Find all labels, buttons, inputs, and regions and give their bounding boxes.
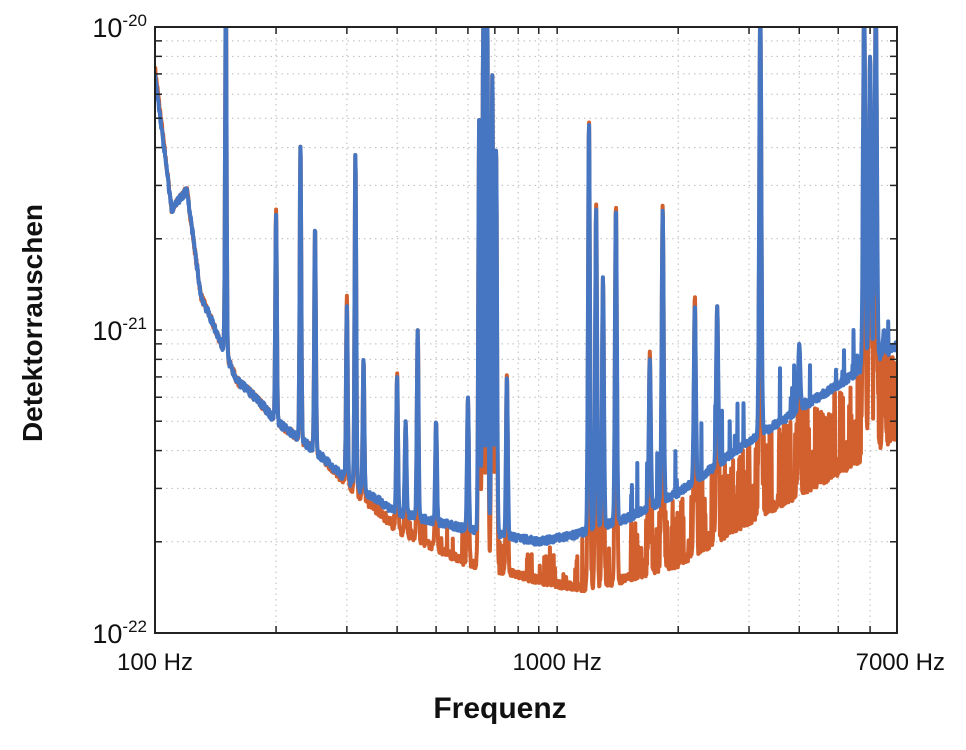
y-tick-label: 10-21	[92, 314, 147, 346]
y-tick-exponent: -21	[122, 314, 147, 333]
series-layer	[155, 27, 897, 594]
y-tick-exponent: -22	[122, 617, 147, 636]
y-tick-base: 10	[92, 316, 122, 346]
y-tick-base: 10	[92, 13, 122, 43]
y-tick-label: 10-22	[92, 617, 147, 649]
y-tick-base: 10	[92, 619, 122, 649]
ticks	[155, 27, 898, 633]
y-tick-label: 10-20	[92, 11, 147, 43]
y-tick-exponent: -20	[122, 11, 147, 30]
x-tick-label: 7000 Hz	[856, 649, 945, 676]
series-line-blue	[155, 27, 897, 547]
series-line-orange	[155, 27, 897, 594]
x-tick-label: 100 Hz	[117, 649, 193, 676]
x-tick-label: 1000 Hz	[512, 649, 601, 676]
x-tick-labels: 100 Hz 1000 Hz 7000 Hz	[117, 649, 945, 676]
x-axis-label: Frequenz	[433, 692, 566, 725]
y-axis-label: Detektorrauschen	[17, 204, 48, 442]
